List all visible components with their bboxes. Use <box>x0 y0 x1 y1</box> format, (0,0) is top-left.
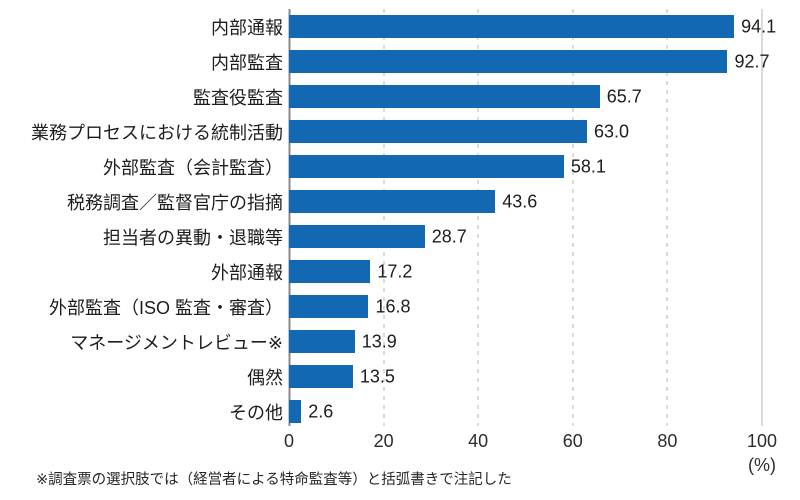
value-label: 43.6 <box>502 191 538 211</box>
x-axis-ticks: 0 20 40 60 80 100 <box>284 431 777 455</box>
bar-row: 偶然 13.5 <box>0 359 762 394</box>
bar <box>289 50 728 73</box>
value-label: 2.6 <box>308 401 334 421</box>
value-label: 63.0 <box>593 121 630 141</box>
bar-row: その他 2.6 <box>0 394 762 429</box>
bar <box>289 120 587 143</box>
category-label: 税務調査／監督官庁の指摘 <box>67 192 283 213</box>
bar-row: 税務調査／監督官庁の指摘 43.6 <box>0 184 762 219</box>
bar <box>289 85 600 108</box>
bar-row: マネージメントレビュー※ 13.9 <box>0 324 762 359</box>
bar-chart: 内部通報 94.1 内部監査 92.7 監査役監査 65.7 業務プロセスにおける統制活動 6… <box>0 9 800 489</box>
gridline-20 <box>383 9 385 426</box>
bar-row: 外部監査（ISO 監査・審査） 16.8 <box>0 289 762 324</box>
plot-cell: 28.7 <box>289 225 762 248</box>
x-tick-label: 100 <box>746 431 778 451</box>
value-label: 65.7 <box>606 86 642 106</box>
bar-row: 担当者の異動・退職等 28.7 <box>0 219 762 254</box>
plot-cell: 94.1 <box>289 15 776 38</box>
plot-cell: 13.5 <box>289 365 762 388</box>
plot-cell: 17.2 <box>289 260 762 283</box>
x-tick-label: 40 <box>468 431 489 451</box>
axis-unit-label: (%) <box>748 455 776 475</box>
category-label: 業務プロセスにおける統制活動 <box>31 122 283 143</box>
plot-cell: 43.6 <box>289 190 762 213</box>
gridlines <box>288 9 763 426</box>
value-label: 92.7 <box>734 51 770 71</box>
x-tick-label: 80 <box>657 431 678 451</box>
category-label: 外部監査（ISO 監査・審査） <box>48 297 283 318</box>
x-tick-label: 0 <box>283 431 295 451</box>
bar-row: 外部監査（会計監査） 58.1 <box>0 149 762 184</box>
gridline-0 <box>288 9 291 426</box>
gridline-100 <box>761 9 763 426</box>
value-label: 94.1 <box>741 16 777 36</box>
value-label: 13.9 <box>361 331 397 351</box>
bar <box>289 295 369 318</box>
category-label: 偶然 <box>247 367 283 388</box>
value-label: 28.7 <box>431 226 467 246</box>
category-label: マネージメントレビュー※ <box>70 332 283 353</box>
category-label: 外部監査（会計監査） <box>103 157 283 178</box>
value-label: 17.2 <box>377 261 413 281</box>
category-label: 監査役監査 <box>193 87 283 108</box>
gridline-80 <box>666 9 668 426</box>
bar <box>289 190 496 213</box>
bar-row: 内部通報 94.1 <box>0 9 776 44</box>
x-tick-label: 60 <box>562 431 583 451</box>
bar-row: 外部通報 17.2 <box>0 254 762 289</box>
bar <box>289 330 355 353</box>
bar-rows: 内部通報 94.1 内部監査 92.7 監査役監査 65.7 業務プロセスにおける統制活動 6… <box>0 9 776 429</box>
bar <box>289 15 735 38</box>
bar-row: 業務プロセスにおける統制活動 63.0 <box>0 114 762 149</box>
plot-cell: 58.1 <box>289 155 762 178</box>
bar <box>289 365 353 388</box>
bar <box>289 225 425 248</box>
bar-row: 監査役監査 65.7 <box>0 79 762 114</box>
plot-cell: 13.9 <box>289 330 762 353</box>
gridline-60 <box>572 9 574 426</box>
x-tick-label: 20 <box>373 431 394 451</box>
value-label: 58.1 <box>570 156 606 176</box>
plot-cell: 65.7 <box>289 85 762 108</box>
category-label: 内部通報 <box>211 17 283 38</box>
footnote: ※調査票の選択肢では（経営者による特命監査等）と括弧書きで注記した <box>36 472 512 488</box>
gridline-40 <box>477 9 479 426</box>
category-label: 外部通報 <box>211 262 283 283</box>
plot-cell: 16.8 <box>289 295 762 318</box>
bar <box>289 260 371 283</box>
category-label: 内部監査 <box>211 52 283 73</box>
plot-cell: 92.7 <box>289 50 770 73</box>
category-label: その他 <box>229 402 283 423</box>
bar-row: 内部監査 92.7 <box>0 44 770 79</box>
bar <box>289 400 302 423</box>
plot-cell: 63.0 <box>289 120 762 143</box>
category-label: 担当者の異動・退職等 <box>103 227 283 248</box>
value-label: 13.5 <box>359 366 395 386</box>
value-label: 16.8 <box>375 296 411 316</box>
plot-cell: 2.6 <box>289 400 762 423</box>
bar <box>289 155 564 178</box>
